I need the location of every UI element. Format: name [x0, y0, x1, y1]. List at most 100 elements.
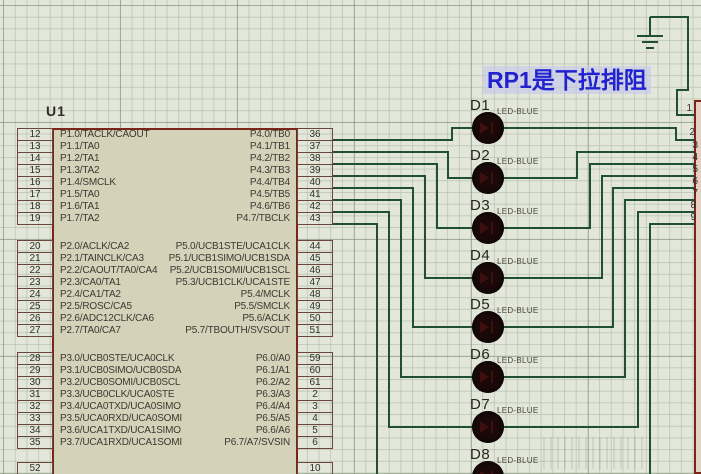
chip-pin-label: P2.3/CA0/TA1: [60, 277, 121, 288]
led-diode-glyph: [480, 122, 489, 134]
chip-pin-label: P4.0/TB0: [249, 129, 290, 140]
chip-body[interactable]: [52, 128, 298, 474]
wire[interactable]: [503, 211, 695, 428]
chip-pin-label: P6.5/A5: [255, 413, 290, 424]
led-diode-glyph: [480, 321, 489, 333]
rp1-resistor-pack-body[interactable]: [694, 100, 701, 474]
chip-pin-label: P4.2/TB2: [249, 153, 290, 164]
chip-pin-43[interactable]: 43: [297, 212, 333, 225]
wire[interactable]: [503, 175, 695, 279]
chip-pin-label: P4.5/TB5: [249, 189, 290, 200]
chip-pin-label: P1.3/TA2: [60, 165, 100, 176]
wire[interactable]: [333, 163, 473, 229]
chip-pin-51[interactable]: 51: [297, 324, 333, 337]
chip-pin-label: P4.6/TB6: [249, 201, 290, 212]
led-ref-label: D2: [470, 147, 491, 164]
ground-bar: [637, 35, 663, 37]
led-D6[interactable]: [472, 361, 504, 393]
chip-pin-label: P1.1/TA0: [60, 141, 100, 152]
rp1-pin-number: 5: [692, 164, 698, 175]
chip-pin-label: P3.4/UCA0TXD/UCA0SIMO: [60, 401, 181, 412]
led-D4[interactable]: [472, 262, 504, 294]
chip-pin-label: P1.7/TA2: [60, 213, 100, 224]
chip-pin-label: P5.3/UCB1CLK/UCA1STE: [175, 277, 291, 288]
wire[interactable]: [503, 163, 695, 229]
chip-pin-label: P1.6/TA1: [60, 201, 100, 212]
chip-pin-label: P3.6/UCA1TXD/UCA1SIMO: [60, 425, 181, 436]
chip-pin-label: P6.1/A1: [255, 365, 290, 376]
chip-pin-label: P6.4/A4: [255, 401, 290, 412]
led-diode-bar: [491, 172, 493, 184]
chip-pin-label: P5.1/UCB1SIMO/UCB1SDA: [168, 253, 291, 264]
chip-pin-label: P4.4/TB4: [249, 177, 290, 188]
wire[interactable]: [649, 223, 695, 474]
led-D5[interactable]: [472, 311, 504, 343]
chip-pin-label: P3.1/UCB0SIMO/UCB0SDA: [60, 365, 182, 376]
chip-pin-27[interactable]: 27: [17, 324, 53, 337]
led-type-label: LED-BLUE: [497, 406, 539, 415]
chip-pin-label: P2.7/TA0/CA7: [60, 325, 121, 336]
led-diode-glyph: [480, 222, 489, 234]
wire[interactable]: [333, 187, 473, 328]
led-type-label: LED-BLUE: [497, 207, 539, 216]
wire[interactable]: [503, 127, 695, 141]
chip-pin-label: P1.4/SMCLK: [60, 177, 116, 188]
led-diode-glyph: [480, 272, 489, 284]
ground-bar: [646, 47, 654, 49]
led-ref-label: D5: [470, 296, 491, 313]
wire[interactable]: [650, 16, 695, 116]
wire[interactable]: [333, 127, 473, 141]
chip-pin-label: P5.7/TBOUTH/SVSOUT: [185, 325, 290, 336]
wire[interactable]: [503, 199, 695, 378]
chip-pin-label: P2.5/ROSC/CA5: [60, 301, 132, 312]
led-diode-bar: [491, 272, 493, 284]
wire[interactable]: [503, 187, 695, 328]
wire[interactable]: [333, 211, 473, 428]
led-D3[interactable]: [472, 212, 504, 244]
led-D2[interactable]: [472, 162, 504, 194]
chip-pin-19[interactable]: 19: [17, 212, 53, 225]
led-D1[interactable]: [472, 112, 504, 144]
chip-pin-35[interactable]: 35: [17, 436, 53, 449]
wire[interactable]: [333, 175, 473, 279]
chip-pin-label: P4.7/TBCLK: [236, 213, 290, 224]
rp1-pin-number: 7: [692, 188, 698, 199]
chip-pin-label: P1.2/TA1: [60, 153, 100, 164]
rp1-pin-number: 2: [689, 127, 695, 138]
wire[interactable]: [333, 151, 473, 179]
schematic-annotation[interactable]: RP1是下拉排阻: [483, 66, 651, 94]
led-ref-label: D1: [470, 97, 491, 114]
wire[interactable]: [333, 199, 473, 378]
rp1-pin-number: 4: [692, 152, 698, 163]
chip-pin-6[interactable]: 6: [297, 436, 333, 449]
led-type-label: LED-BLUE: [497, 306, 539, 315]
wire[interactable]: [333, 223, 378, 474]
led-type-label: LED-BLUE: [497, 157, 539, 166]
led-ref-label: D4: [470, 247, 491, 264]
chip-pin-label: P5.4/MCLK: [240, 289, 291, 300]
led-D7[interactable]: [472, 411, 504, 443]
led-ref-label: D7: [470, 396, 491, 413]
chip-pin-label: P6.7/A7/SVSIN: [224, 437, 290, 448]
chip-pin-label: P5.2/UCB1SOMI/UCB1SCL: [169, 265, 290, 276]
chip-pin-label: P2.2/CAOUT/TA0/CA4: [60, 265, 158, 276]
led-type-label: LED-BLUE: [497, 356, 539, 365]
led-ref-label: D6: [470, 346, 491, 363]
rp1-pin-number: 6: [692, 176, 698, 187]
chip-pin-label: P2.4/CA1/TA2: [60, 289, 121, 300]
chip-pin-label: P3.3/UCB0CLK/UCA0STE: [60, 389, 175, 400]
ground-bar: [642, 41, 658, 43]
led-diode-bar: [491, 421, 493, 433]
chip-pin-label: P1.0/TACLK/CAOUT: [60, 129, 150, 140]
chip-pin-label: P5.6/ACLK: [242, 313, 290, 324]
chip-ref-label: U1: [46, 103, 66, 119]
wire[interactable]: [503, 151, 695, 179]
led-type-label: LED-BLUE: [497, 456, 539, 465]
rp1-pin-number: 9: [690, 212, 696, 223]
chip-pin-52[interactable]: 52: [17, 462, 53, 474]
led-D8[interactable]: [472, 461, 504, 474]
led-diode-bar: [491, 222, 493, 234]
chip-pin-10[interactable]: 10: [297, 462, 333, 474]
